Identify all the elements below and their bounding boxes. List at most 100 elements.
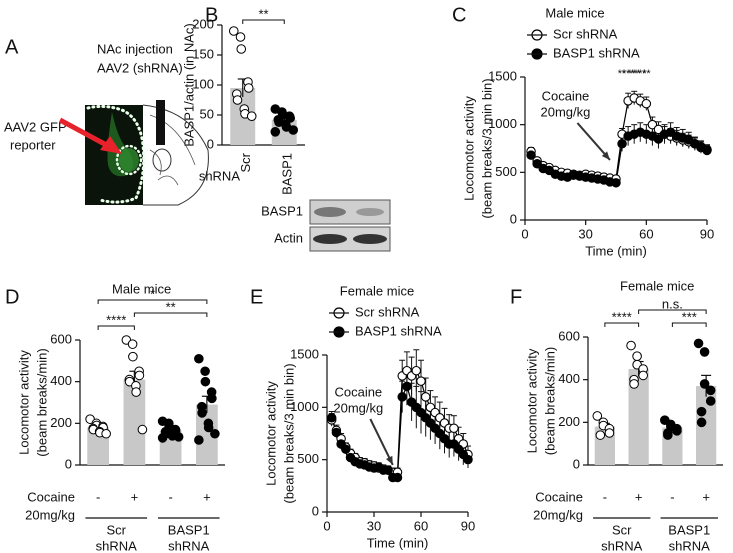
y-axis-label: (beam breaks/3 min bin) <box>479 78 494 218</box>
y-tick-label: 200 <box>558 414 580 429</box>
data-point <box>131 387 141 397</box>
group-label: shRNA <box>601 538 643 553</box>
reporter-label: reporter <box>10 137 56 152</box>
data-point <box>194 353 204 364</box>
row-label: 20mg/kg <box>533 507 583 522</box>
annotation: Cocaine <box>542 88 590 103</box>
panel-label: F <box>510 286 522 308</box>
chart-title: Female mice <box>620 278 694 293</box>
data-point <box>203 422 214 433</box>
data-point <box>402 381 412 392</box>
data-point <box>397 392 407 402</box>
significance-label: ** <box>258 6 268 21</box>
y-tick-label: 1000 <box>290 399 319 414</box>
data-point <box>653 124 664 135</box>
blot-label: Actin <box>274 230 303 245</box>
data-point <box>246 111 257 121</box>
group-label: shRNA <box>168 538 210 553</box>
data-point <box>638 370 649 381</box>
y-tick-label: 200 <box>50 415 72 430</box>
data-point <box>173 432 184 442</box>
x-tick-label: 0 <box>323 518 330 533</box>
data-point <box>663 430 673 440</box>
data-point <box>197 408 207 418</box>
y-tick-label: 500 <box>297 451 319 466</box>
data-point <box>420 392 431 402</box>
significance-label: ** <box>618 68 627 80</box>
data-point <box>705 385 716 396</box>
data-point <box>693 338 704 349</box>
significance-bracket <box>133 312 208 317</box>
blot-label: BASP1 <box>261 203 303 218</box>
y-axis-label: Locomotor activity <box>524 348 539 453</box>
x-axis-label: Time (min) <box>367 535 429 550</box>
data-point <box>270 127 281 137</box>
x-tick-label: - <box>670 489 674 504</box>
panel-label: A <box>5 36 19 58</box>
data-point <box>696 406 707 417</box>
data-point <box>288 125 299 135</box>
y-tick-label: 1500 <box>290 346 319 361</box>
data-point <box>137 424 148 435</box>
data-point <box>647 119 658 130</box>
y-tick-label: 0 <box>312 503 319 518</box>
bar <box>123 379 146 465</box>
panel-label: B <box>205 4 218 26</box>
data-point <box>705 396 716 406</box>
data-point <box>243 83 254 93</box>
significance-label: n.s. <box>662 296 683 311</box>
data-point <box>200 376 211 387</box>
y-tick-label: 1000 <box>488 116 517 131</box>
x-tick-label: 30 <box>578 226 592 241</box>
data-point <box>526 150 536 160</box>
x-tick-label: + <box>635 489 643 504</box>
data-point <box>134 370 145 381</box>
group-label: BASP1 <box>168 522 210 537</box>
y-tick-label: 500 <box>495 164 517 179</box>
panel-label: C <box>452 4 466 26</box>
y-tick-label: 200 <box>192 16 214 31</box>
y-tick-label: 400 <box>50 373 72 388</box>
data-point <box>194 435 204 445</box>
data-point <box>392 472 403 483</box>
chart-title: Female mice <box>340 283 414 298</box>
significance-bracket <box>604 322 640 327</box>
group-label: Scr <box>107 522 127 537</box>
x-tick-label: 90 <box>700 226 714 241</box>
y-tick-label: 1500 <box>488 68 517 83</box>
x-tick-label: - <box>96 489 100 504</box>
y-tick-label: 0 <box>207 136 214 151</box>
significance-label: * <box>150 286 155 301</box>
x-tick-label: Scr <box>238 152 253 172</box>
data-point <box>207 393 217 404</box>
group-label: shRNA <box>96 538 138 553</box>
reporter-label: AAV2 GFP <box>4 119 67 134</box>
significance-bracket <box>671 322 707 327</box>
annotation: 20mg/kg <box>333 400 383 415</box>
western-blot <box>309 199 391 252</box>
data-point <box>699 379 710 389</box>
data-point <box>341 444 351 454</box>
data-point <box>210 428 220 439</box>
data-point <box>629 379 639 389</box>
data-point <box>699 347 710 357</box>
data-point <box>641 98 652 109</box>
legend-label: Scr shRNA <box>553 26 618 41</box>
data-point <box>228 26 239 36</box>
data-point <box>383 465 393 475</box>
significance-label: **** <box>106 312 126 327</box>
group-label: Scr <box>612 522 632 537</box>
data-point <box>127 339 138 349</box>
y-axis-label: BASP1/actin (in NAc) <box>181 23 196 147</box>
row-label: Cocaine <box>535 489 583 504</box>
data-point <box>128 351 138 362</box>
x-tick-label: - <box>168 489 172 504</box>
y-axis-label: Locomotor activity <box>16 350 31 455</box>
data-point <box>236 44 247 54</box>
row-label: 20mg/kg <box>25 507 75 522</box>
legend-label: Scr shRNA <box>355 304 420 319</box>
x-tick-label: BASP1 <box>280 153 295 195</box>
annotation: Cocaine <box>334 384 382 399</box>
legend-label: BASP1 shRNA <box>355 323 442 338</box>
